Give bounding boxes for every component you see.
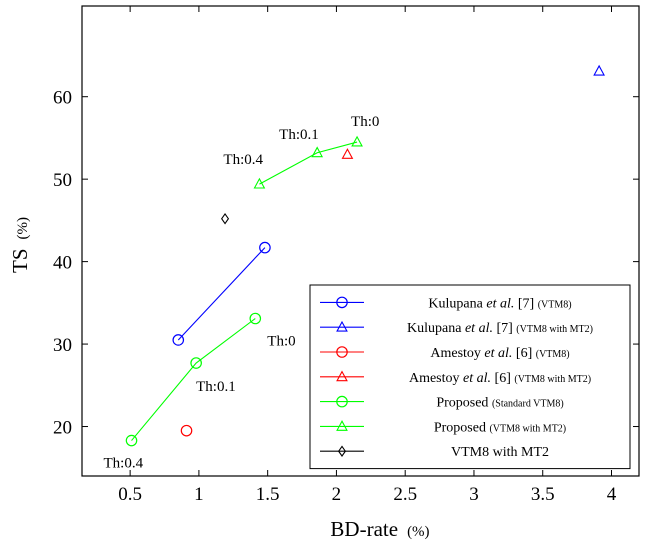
x-tick-label: 2.5 [393,484,417,505]
legend-label-part: (VTM8 with MT2) [489,423,566,434]
y-tick-label: 60 [53,88,72,109]
y-tick-label: 50 [53,170,72,191]
data-point [181,425,191,435]
series-4 [126,313,260,445]
y-axis-unit: (%) [15,217,31,240]
legend-label-part: Proposed [436,396,492,411]
legend-label: Proposed (Standard VTM8) [436,396,563,411]
legend-label-part: [7] [514,296,537,311]
series-line [259,142,357,184]
legend-label-part: et al. [463,371,491,386]
data-point [254,179,264,188]
x-tick-label: 3 [469,484,479,505]
legend-label-part: Amestoy [409,371,463,386]
data-point [250,313,260,323]
x-axis-label: BD-rate [330,517,398,541]
x-tick-label: 1.5 [256,484,280,505]
threshold-annotation: Th:0.4 [223,152,263,168]
legend-label-part: et al. [465,321,493,336]
legend-label-part: et al. [484,346,512,361]
threshold-annotation: Th:0 [267,334,295,350]
data-point [222,214,229,224]
series-0 [173,242,270,345]
legend-label-part: (Standard VTM8) [492,399,564,410]
series-3 [342,149,352,158]
y-axis-label: TS [8,248,32,273]
legend-label-part: (VTM8) [538,299,572,310]
legend-label-part: Kulupana [428,296,486,311]
legend-label: Kulupana et al. [7] (VTM8) [428,296,571,311]
legend-label-part: [7] [493,321,516,336]
x-tick-label: 1 [194,484,204,505]
x-axis-unit: (%) [407,524,430,540]
legend-label-part: Kulupana [407,321,465,336]
legend-label-part: Amestoy [430,346,484,361]
threshold-annotation: Th:0.4 [104,456,144,472]
legend-label: VTM8 with MT2 [451,445,549,460]
series-6 [222,214,229,224]
x-tick-label: 3.5 [531,484,555,505]
threshold-annotation: Th:0.1 [279,127,319,143]
legend-label: Amestoy et al. [6] (VTM8) [430,346,569,361]
x-axis-title: BD-rate (%) [330,517,429,541]
x-tick-label: 0.5 [118,484,142,505]
legend-label: Proposed (VTM8 with MT2) [434,420,566,435]
x-tick-label: 2 [332,484,342,505]
series-1 [594,66,604,75]
data-point [342,149,352,158]
legend-label-part: et al. [486,296,514,311]
legend-label-part: [6] [491,371,514,386]
series-5 [254,137,362,188]
series-2 [181,425,191,435]
legend-label-part: VTM8 with MT2 [451,445,549,460]
y-tick-label: 20 [53,418,72,439]
legend-label: Amestoy et al. [6] (VTM8 with MT2) [409,371,591,386]
legend-label: Kulupana et al. [7] (VTM8 with MT2) [407,321,593,336]
legend-label-part: (VTM8 with MT2) [516,324,593,335]
y-tick-label: 30 [53,335,72,356]
data-point [352,137,362,146]
legend-label-part: [6] [512,346,535,361]
legend-label-part: (VTM8) [536,349,570,360]
data-point [594,66,604,75]
threshold-annotation: Th:0 [351,114,379,130]
y-tick-label: 40 [53,253,72,274]
x-tick-label: 4 [607,484,617,505]
series-line [132,319,256,441]
series-line [178,248,265,340]
threshold-annotation: Th:0.1 [196,379,236,395]
legend-label-part: Proposed [434,420,490,435]
y-axis-title: TS (%) [8,217,32,273]
legend-label-part: (VTM8 with MT2) [514,374,591,385]
